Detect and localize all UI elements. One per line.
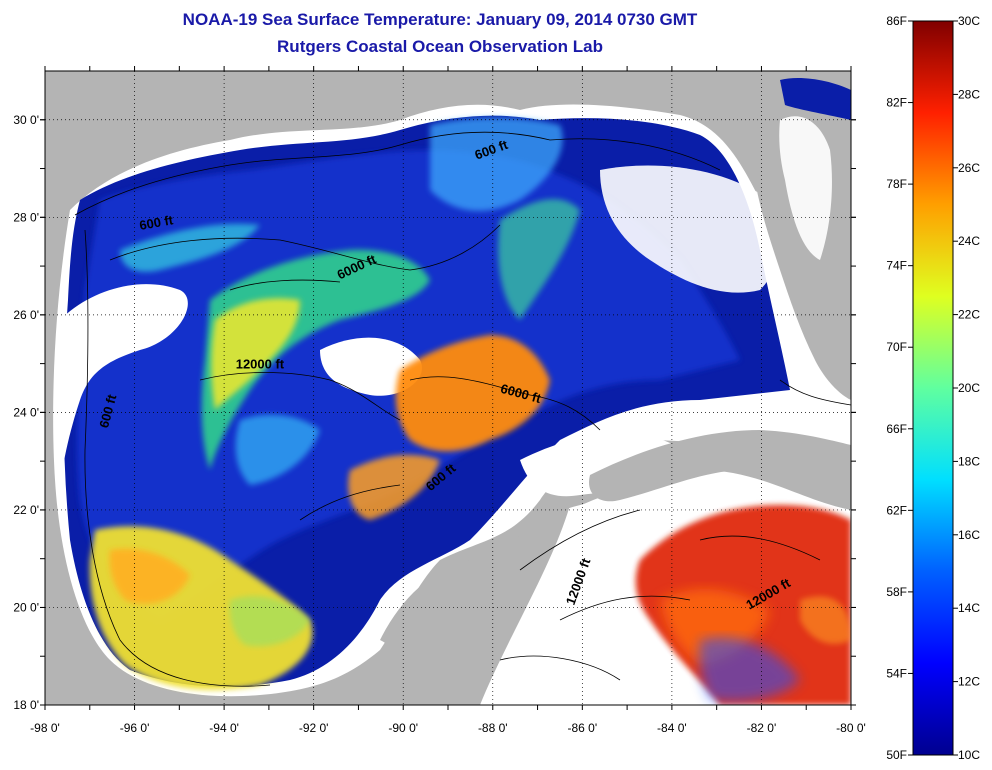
y-tick-label: 24 0' bbox=[13, 405, 39, 419]
x-tick-label: -92 0' bbox=[299, 721, 329, 735]
lat-lon-grid bbox=[45, 71, 851, 705]
axis-ticks: -98 0' -96 0' -94 0' -92 0' -90 0' -88 0' -86 … bbox=[13, 66, 866, 735]
map-subtitle: Rutgers Coastal Ocean Observation Lab bbox=[277, 37, 603, 56]
colorbar-c-label: 14C bbox=[958, 601, 980, 615]
y-tick-label: 20 0' bbox=[13, 600, 39, 614]
colorbar-f-label: 58F bbox=[886, 585, 907, 599]
colorbar-f-label: 54F bbox=[886, 666, 907, 680]
contour-label: 12000 ft bbox=[236, 356, 285, 371]
colorbar-f-label: 50F bbox=[886, 748, 907, 762]
y-tick-label: 18 0' bbox=[13, 698, 39, 712]
x-tick-label: -80 0' bbox=[836, 721, 866, 735]
x-tick-label: -84 0' bbox=[657, 721, 687, 735]
y-tick-label: 30 0' bbox=[13, 113, 39, 127]
yucatan-land bbox=[380, 503, 570, 705]
colorbar-c-label: 26C bbox=[958, 161, 980, 175]
x-tick-label: -96 0' bbox=[120, 721, 150, 735]
colorbar-c-label: 12C bbox=[958, 675, 980, 689]
colorbar-f-label: 70F bbox=[886, 340, 907, 354]
colorbar-c-label: 16C bbox=[958, 528, 980, 542]
colorbar-c-label: 10C bbox=[958, 748, 980, 762]
x-tick-label: -98 0' bbox=[30, 721, 60, 735]
cuba-land bbox=[589, 430, 851, 502]
colorbar-c-label: 22C bbox=[958, 308, 980, 322]
colorbar-c-label: 18C bbox=[958, 454, 980, 468]
colorbar-f-label: 78F bbox=[886, 177, 907, 191]
colorbar-f-label: 74F bbox=[886, 259, 907, 273]
x-tick-label: -90 0' bbox=[388, 721, 418, 735]
colorbar-f-label: 86F bbox=[886, 14, 907, 28]
colorbar bbox=[912, 20, 954, 756]
gulf-basin bbox=[53, 104, 851, 705]
colorbar-c-label: 20C bbox=[958, 381, 980, 395]
x-tick-label: -82 0' bbox=[747, 721, 777, 735]
x-tick-label: -86 0' bbox=[568, 721, 598, 735]
x-tick-label: -88 0' bbox=[478, 721, 508, 735]
colorbar-c-label: 24C bbox=[958, 234, 980, 248]
y-tick-label: 28 0' bbox=[13, 210, 39, 224]
y-tick-label: 22 0' bbox=[13, 503, 39, 517]
map-title: NOAA-19 Sea Surface Temperature: January… bbox=[182, 10, 698, 29]
colorbar-c-label: 30C bbox=[958, 14, 980, 28]
colorbar-f-label: 66F bbox=[886, 422, 907, 436]
colorbar-ticks: 30C 28C 26C 24C 22C 20C 18C 16C 14C 12C 10C 86F 82F 7… bbox=[886, 14, 980, 762]
colorbar-c-label: 28C bbox=[958, 87, 980, 101]
depth-contours bbox=[74, 131, 851, 687]
y-tick-label: 26 0' bbox=[13, 308, 39, 322]
colorbar-f-label: 62F bbox=[886, 503, 907, 517]
colorbar-f-label: 82F bbox=[886, 96, 907, 110]
x-tick-label: -94 0' bbox=[209, 721, 239, 735]
contour-label: 600 ft bbox=[138, 212, 175, 233]
